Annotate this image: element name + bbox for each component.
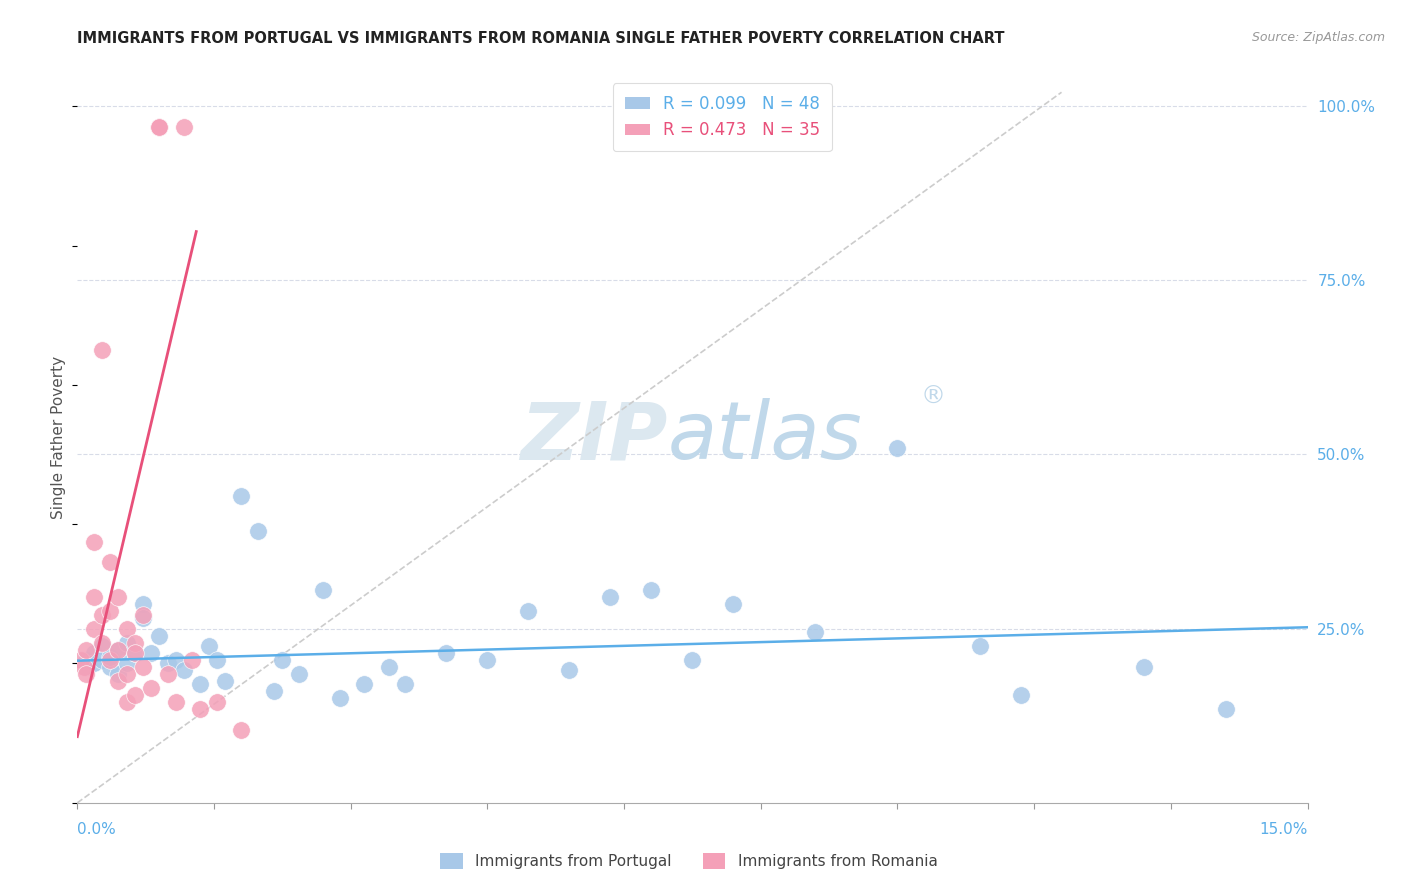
Point: [83, 622, 105, 636]
Point: [886, 441, 908, 455]
Point: [231, 723, 253, 737]
Point: [115, 667, 138, 681]
Point: [477, 653, 499, 667]
Point: [98, 649, 121, 664]
Point: [115, 657, 138, 671]
Point: [148, 120, 170, 134]
Point: [436, 646, 458, 660]
Point: [107, 673, 129, 688]
Point: [599, 591, 621, 605]
Point: [75, 667, 97, 681]
Point: [107, 591, 129, 605]
Point: [107, 642, 129, 657]
Point: [288, 667, 311, 681]
Point: [156, 657, 179, 671]
Point: [90, 639, 114, 653]
Point: [124, 688, 146, 702]
Point: [394, 677, 416, 691]
Point: [124, 646, 146, 660]
Point: [90, 653, 114, 667]
Point: [141, 681, 163, 695]
Point: [682, 653, 704, 667]
Point: [205, 695, 228, 709]
Text: Source: ZipAtlas.com: Source: ZipAtlas.com: [1251, 31, 1385, 45]
Point: [312, 583, 335, 598]
Point: [83, 534, 105, 549]
Point: [124, 646, 146, 660]
Point: [83, 591, 105, 605]
Point: [165, 695, 187, 709]
Point: [231, 489, 253, 503]
Point: [214, 673, 236, 688]
Point: [124, 635, 146, 649]
Point: [804, 625, 827, 640]
Text: 15.0%: 15.0%: [1260, 822, 1308, 837]
Point: [132, 607, 155, 622]
Text: atlas: atlas: [668, 398, 863, 476]
Text: ®: ®: [920, 384, 945, 409]
Point: [90, 607, 114, 622]
Point: [329, 691, 352, 706]
Point: [188, 702, 212, 716]
Point: [98, 660, 121, 674]
Point: [73, 660, 96, 674]
Legend: R = 0.099   N = 48, R = 0.473   N = 35: R = 0.099 N = 48, R = 0.473 N = 35: [613, 83, 832, 151]
Point: [141, 646, 163, 660]
Point: [148, 120, 170, 134]
Point: [165, 653, 187, 667]
Point: [378, 660, 401, 674]
Point: [75, 653, 97, 667]
Point: [75, 642, 97, 657]
Point: [83, 657, 105, 671]
Point: [246, 524, 269, 538]
Point: [132, 597, 155, 611]
Point: [640, 583, 662, 598]
Point: [197, 639, 219, 653]
Point: [188, 677, 212, 691]
Point: [75, 660, 97, 674]
Point: [156, 667, 179, 681]
Point: [98, 653, 121, 667]
Point: [173, 664, 195, 678]
Point: [90, 343, 114, 357]
Point: [1215, 702, 1237, 716]
Point: [115, 622, 138, 636]
Point: [90, 635, 114, 649]
Point: [115, 695, 138, 709]
Point: [132, 611, 155, 625]
Point: [517, 604, 540, 618]
Point: [353, 677, 375, 691]
Point: [271, 653, 294, 667]
Point: [181, 653, 204, 667]
Point: [115, 635, 138, 649]
Point: [263, 684, 285, 698]
Y-axis label: Single Father Poverty: Single Father Poverty: [51, 356, 66, 518]
Legend: Immigrants from Portugal, Immigrants from Romania: Immigrants from Portugal, Immigrants fro…: [434, 847, 943, 875]
Point: [205, 653, 228, 667]
Point: [1132, 660, 1154, 674]
Text: IMMIGRANTS FROM PORTUGAL VS IMMIGRANTS FROM ROMANIA SINGLE FATHER POVERTY CORREL: IMMIGRANTS FROM PORTUGAL VS IMMIGRANTS F…: [77, 31, 1005, 46]
Text: 0.0%: 0.0%: [77, 822, 117, 837]
Point: [558, 664, 581, 678]
Text: ZIP: ZIP: [520, 398, 668, 476]
Point: [148, 629, 170, 643]
Point: [969, 639, 991, 653]
Point: [70, 653, 93, 667]
Point: [98, 604, 121, 618]
Point: [132, 660, 155, 674]
Point: [148, 120, 170, 134]
Point: [1010, 688, 1032, 702]
Point: [98, 556, 121, 570]
Point: [723, 597, 745, 611]
Point: [107, 642, 129, 657]
Point: [173, 120, 195, 134]
Point: [83, 646, 105, 660]
Point: [107, 667, 129, 681]
